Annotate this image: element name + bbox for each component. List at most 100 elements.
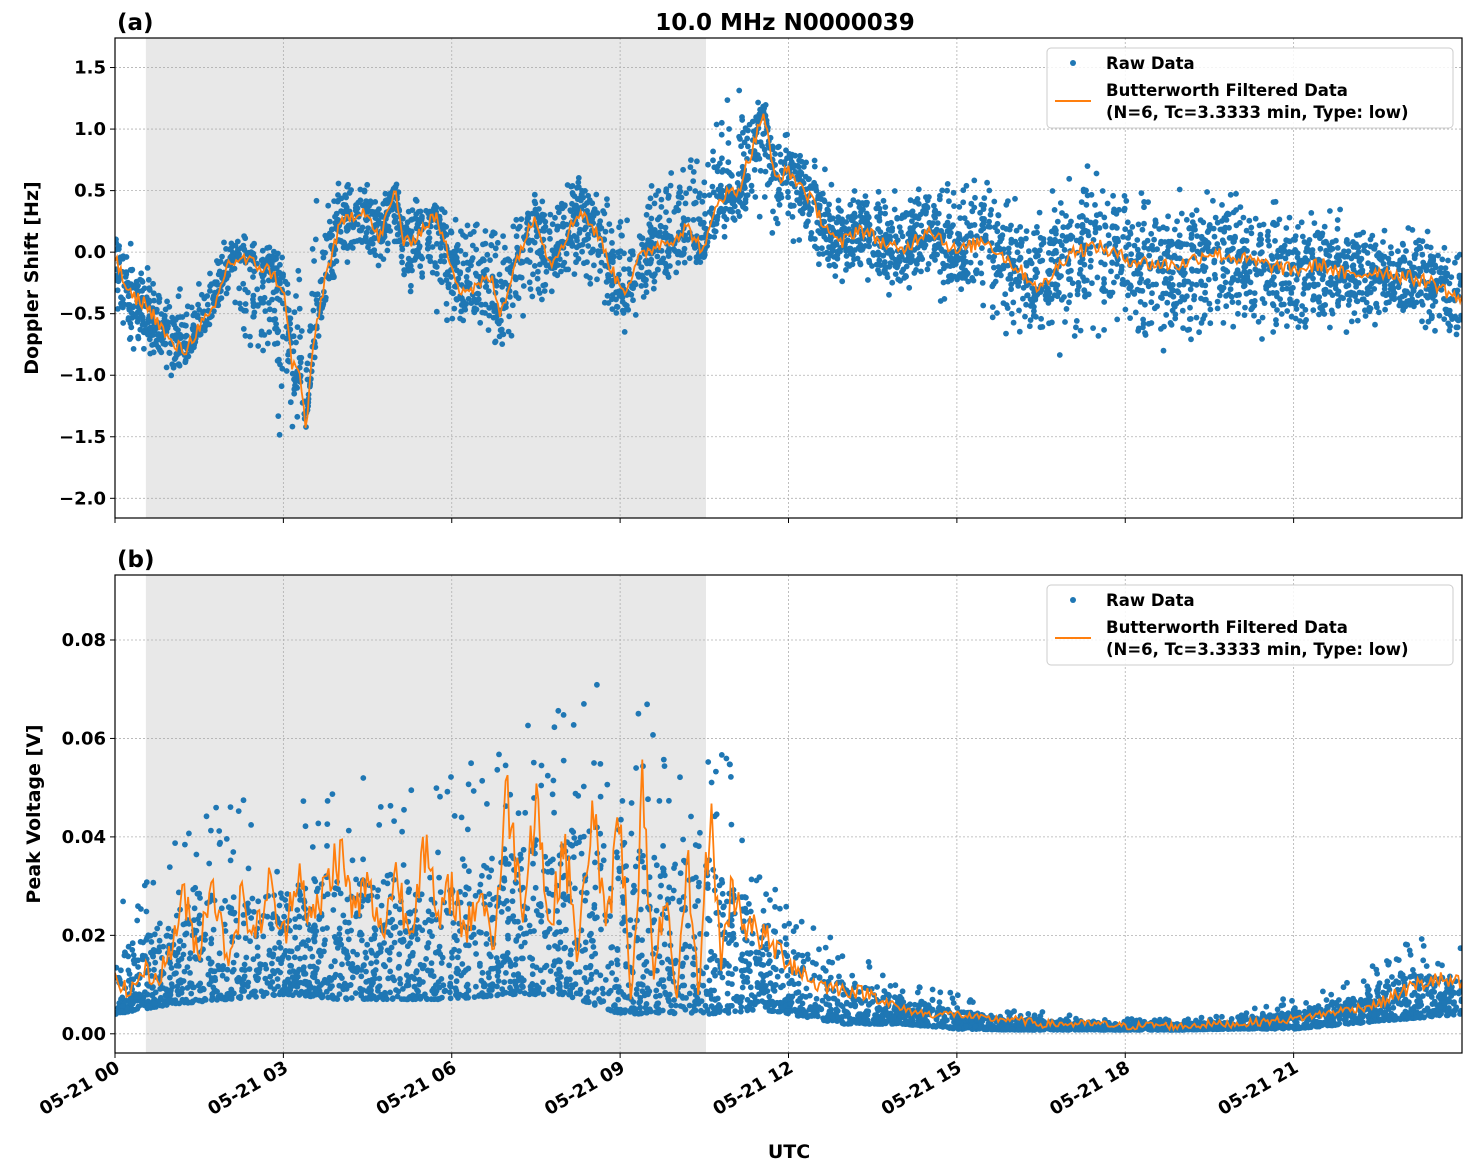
raw-data-point — [216, 268, 223, 275]
raw-data-point — [748, 188, 755, 194]
raw-data-point — [499, 341, 506, 347]
raw-data-point — [829, 215, 836, 222]
raw-data-point — [814, 219, 821, 226]
raw-data-point — [1063, 237, 1070, 244]
raw-data-point — [950, 262, 957, 269]
raw-data-point — [518, 274, 525, 281]
raw-data-point — [1156, 226, 1163, 232]
raw-data-point — [902, 257, 908, 264]
raw-data-point — [1381, 286, 1388, 292]
raw-data-point — [1101, 280, 1107, 287]
raw-data-point — [1168, 275, 1174, 282]
raw-data-point — [1035, 252, 1041, 259]
raw-data-point — [292, 916, 298, 922]
raw-data-point — [1360, 296, 1367, 303]
raw-data-point — [546, 229, 553, 236]
raw-data-point — [648, 239, 655, 246]
raw-data-point — [242, 301, 249, 307]
raw-data-point — [494, 318, 501, 325]
raw-data-point — [718, 205, 724, 212]
y-tick-label: 0.08 — [62, 630, 106, 651]
raw-data-point — [944, 219, 951, 226]
raw-data-point — [1278, 281, 1285, 287]
raw-data-point — [176, 362, 183, 369]
raw-data-point — [259, 256, 266, 263]
raw-data-point — [266, 947, 273, 954]
raw-data-point — [473, 272, 480, 279]
raw-data-point — [554, 226, 560, 233]
raw-data-point — [615, 249, 621, 256]
raw-data-point — [363, 229, 370, 236]
raw-data-point — [1094, 274, 1101, 281]
raw-data-point — [739, 163, 746, 170]
raw-data-point — [1074, 291, 1081, 298]
raw-data-point — [451, 248, 457, 255]
raw-data-point — [1428, 257, 1434, 263]
raw-data-point — [762, 102, 769, 108]
raw-data-point — [121, 301, 127, 308]
raw-data-point — [941, 265, 947, 272]
raw-data-point — [1145, 246, 1152, 252]
y-tick-label: 0.02 — [62, 925, 106, 946]
raw-data-point — [832, 263, 839, 269]
raw-data-point — [1060, 224, 1067, 231]
raw-data-point — [664, 271, 671, 277]
raw-data-point — [728, 821, 735, 828]
raw-data-point — [507, 264, 514, 271]
raw-data-point — [809, 184, 815, 191]
raw-data-point — [960, 187, 967, 194]
raw-data-point — [1323, 251, 1330, 258]
raw-data-point — [690, 178, 697, 185]
raw-data-point — [413, 968, 420, 974]
raw-data-point — [127, 320, 134, 327]
raw-data-point — [645, 796, 651, 803]
raw-data-point — [1287, 238, 1293, 245]
raw-data-point — [785, 188, 791, 195]
raw-data-point — [1013, 227, 1020, 234]
raw-data-point — [464, 222, 471, 229]
raw-data-point — [1148, 230, 1155, 237]
raw-data-point — [570, 191, 576, 198]
raw-data-point — [887, 260, 894, 266]
raw-data-point — [1141, 240, 1148, 247]
raw-data-point — [464, 826, 471, 833]
raw-data-point — [1225, 291, 1232, 298]
raw-data-point — [541, 288, 548, 294]
raw-data-point — [1376, 255, 1383, 261]
raw-data-point — [697, 829, 703, 836]
raw-data-point — [630, 297, 636, 304]
raw-data-point — [640, 294, 647, 300]
raw-data-point — [255, 303, 261, 309]
raw-data-point — [463, 274, 470, 280]
raw-data-point — [875, 201, 881, 208]
raw-data-point — [1410, 288, 1417, 294]
raw-data-point — [298, 354, 305, 361]
raw-data-point — [1137, 299, 1144, 305]
raw-data-point — [573, 244, 580, 251]
raw-data-point — [762, 168, 769, 175]
raw-data-point — [1446, 307, 1453, 314]
raw-data-point — [329, 232, 335, 239]
raw-data-point — [526, 279, 533, 286]
raw-data-point — [1066, 299, 1072, 306]
raw-data-point — [1303, 317, 1309, 323]
raw-data-point — [796, 157, 802, 164]
raw-data-point — [1142, 330, 1148, 336]
raw-data-point — [757, 167, 764, 174]
raw-data-point — [385, 223, 392, 230]
raw-data-point — [575, 255, 582, 262]
raw-data-point — [414, 221, 421, 228]
raw-data-point — [1294, 254, 1301, 261]
raw-data-point — [401, 271, 407, 278]
raw-data-point — [916, 234, 923, 241]
raw-data-point — [1008, 310, 1015, 317]
raw-data-point — [531, 263, 538, 269]
raw-data-point — [510, 223, 517, 230]
raw-data-point — [1114, 273, 1120, 280]
raw-data-point — [387, 802, 394, 809]
raw-data-point — [1418, 298, 1425, 305]
raw-data-point — [876, 270, 883, 277]
raw-data-point — [772, 151, 778, 157]
raw-data-point — [1432, 298, 1439, 305]
raw-data-point — [532, 200, 539, 207]
